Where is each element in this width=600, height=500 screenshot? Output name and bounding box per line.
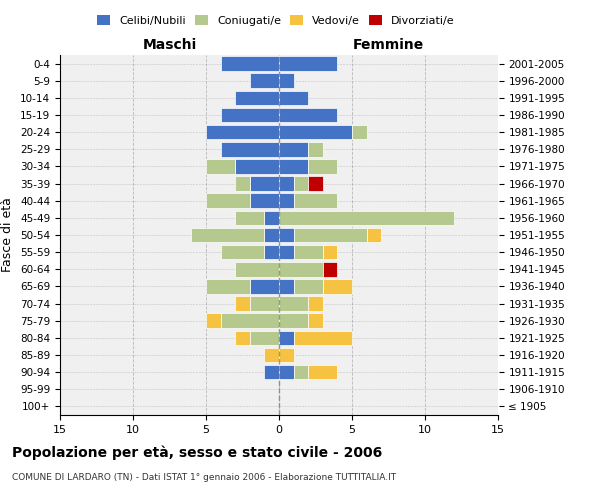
Bar — [279, 210, 454, 225]
Bar — [279, 74, 293, 88]
Bar — [279, 159, 308, 174]
Bar — [265, 348, 279, 362]
Bar — [250, 176, 279, 191]
Bar — [279, 348, 293, 362]
Bar — [308, 176, 323, 191]
Bar — [279, 279, 293, 293]
Bar — [308, 142, 323, 156]
Bar — [235, 210, 265, 225]
Bar — [293, 176, 308, 191]
Bar — [367, 228, 381, 242]
Bar — [265, 228, 279, 242]
Bar — [279, 90, 308, 105]
Legend: Celibi/Nubili, Coniugati/e, Vedovi/e, Divorziati/e: Celibi/Nubili, Coniugati/e, Vedovi/e, Di… — [93, 10, 459, 30]
Bar — [235, 296, 250, 311]
Bar — [221, 314, 279, 328]
Bar — [221, 108, 279, 122]
Bar — [279, 228, 293, 242]
Bar — [206, 194, 250, 208]
Bar — [265, 210, 279, 225]
Bar — [206, 125, 279, 140]
Bar — [293, 228, 367, 242]
Bar — [279, 108, 337, 122]
Text: Maschi: Maschi — [142, 38, 197, 52]
Bar — [279, 142, 308, 156]
Bar — [235, 90, 279, 105]
Bar — [221, 245, 265, 260]
Bar — [250, 194, 279, 208]
Bar — [323, 262, 337, 276]
Bar — [279, 296, 308, 311]
Bar — [191, 228, 265, 242]
Bar — [293, 245, 323, 260]
Bar — [250, 74, 279, 88]
Bar — [250, 330, 279, 345]
Bar — [279, 330, 293, 345]
Text: COMUNE DI LARDARO (TN) - Dati ISTAT 1° gennaio 2006 - Elaborazione TUTTITALIA.IT: COMUNE DI LARDARO (TN) - Dati ISTAT 1° g… — [12, 472, 396, 482]
Y-axis label: Fasce di età: Fasce di età — [1, 198, 14, 272]
Bar — [265, 245, 279, 260]
Bar — [279, 176, 293, 191]
Bar — [308, 159, 337, 174]
Bar — [235, 176, 250, 191]
Bar — [323, 245, 337, 260]
Bar — [293, 194, 337, 208]
Bar — [235, 159, 279, 174]
Bar — [235, 262, 279, 276]
Bar — [206, 159, 235, 174]
Bar — [279, 245, 293, 260]
Bar — [293, 365, 308, 380]
Bar — [235, 330, 250, 345]
Bar — [250, 279, 279, 293]
Text: Femmine: Femmine — [353, 38, 424, 52]
Bar — [308, 365, 337, 380]
Bar — [352, 125, 367, 140]
Bar — [206, 279, 250, 293]
Bar — [279, 262, 323, 276]
Bar — [279, 125, 352, 140]
Bar — [221, 142, 279, 156]
Bar — [279, 194, 293, 208]
Bar — [308, 296, 323, 311]
Bar — [250, 296, 279, 311]
Bar — [206, 314, 221, 328]
Bar — [265, 365, 279, 380]
Text: Popolazione per età, sesso e stato civile - 2006: Popolazione per età, sesso e stato civil… — [12, 445, 382, 460]
Bar — [293, 330, 352, 345]
Bar — [279, 365, 293, 380]
Bar — [279, 314, 308, 328]
Bar — [279, 56, 337, 71]
Bar — [323, 279, 352, 293]
Bar — [221, 56, 279, 71]
Bar — [293, 279, 323, 293]
Bar — [308, 314, 323, 328]
